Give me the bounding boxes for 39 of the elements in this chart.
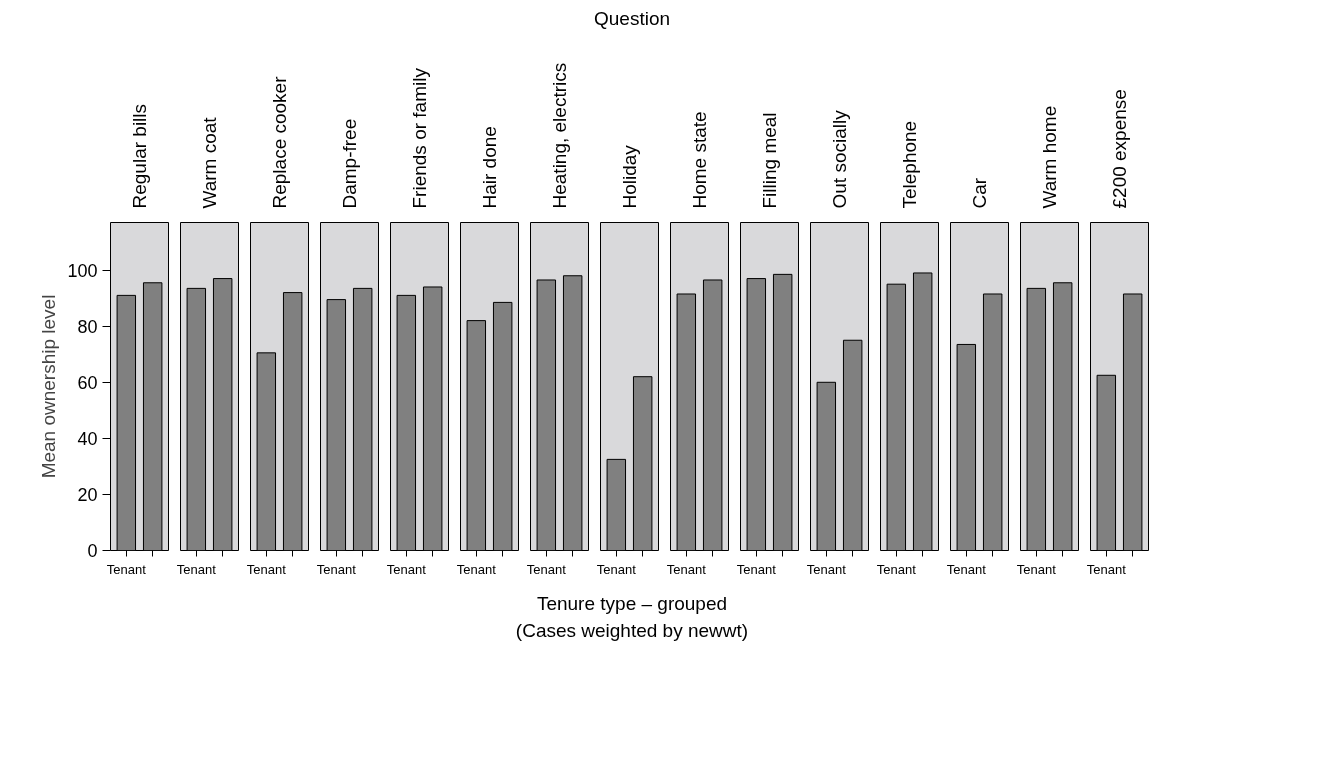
x-tick-label: Tenant (666, 561, 707, 577)
chart-title: Car (969, 177, 990, 209)
x-tick-label: Tenant (246, 561, 287, 577)
x-tick-label: Tenant (806, 561, 847, 577)
chart-title: Damp-free (339, 118, 360, 209)
y-axis-title: Mean ownership level (38, 294, 60, 479)
text: Question (592, 7, 671, 31)
chart-title: Replace cooker (269, 75, 290, 209)
chart-title: Out socially (829, 109, 850, 209)
x-tick-label: Tenant (176, 561, 217, 577)
x-tick-label: Tenant (316, 561, 357, 577)
x-tick-label: Tenant (1016, 561, 1057, 577)
chart-title: Friends or family (409, 67, 430, 209)
x-tick-label: Tenant (1086, 561, 1127, 577)
x-tick-label: Tenant (596, 561, 637, 577)
chart-title: Hair done (479, 126, 500, 209)
chart-title: Holiday (619, 144, 640, 209)
chart-title: Warm coat (199, 116, 220, 209)
chart-title: £200 expense (1109, 89, 1130, 209)
y-tick-label: 80 (77, 316, 98, 337)
x-tick-label: Tenant (386, 561, 427, 577)
y-tick-label: 0 (87, 541, 98, 562)
x-tick-label: Tenant (946, 561, 987, 577)
chart-title: Heating, electrics (549, 62, 570, 209)
x-tick-label: Tenant (106, 561, 147, 577)
x-tick-label: Tenant (876, 561, 917, 577)
y-tick-label: 60 (77, 372, 98, 393)
y-tick-label: 40 (77, 429, 98, 449)
x-axis-title: Tenure type – grouped (Cases weighted by newwt) (514, 592, 750, 644)
chart-title: Home state (689, 111, 710, 209)
chart-title: Regular bills (129, 104, 150, 209)
x-tick-label: Tenant (736, 561, 777, 577)
y-tick-label: 20 (77, 485, 98, 506)
x-tick-label: Tenant (456, 561, 497, 577)
chart-title: Filling meal (759, 112, 780, 209)
x-tick-label: Tenant (526, 561, 567, 577)
chart-title: Telephone (899, 120, 920, 209)
y-tick-label: 100 (67, 260, 98, 281)
chart-title: Warm home (1039, 105, 1060, 209)
